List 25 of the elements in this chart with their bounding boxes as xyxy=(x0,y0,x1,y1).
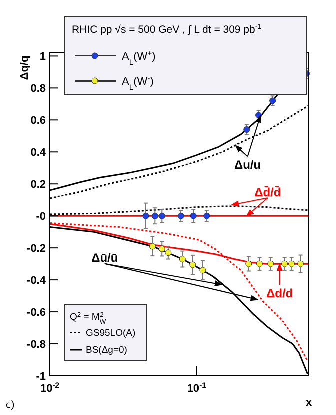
y-tick-label: -1 xyxy=(36,370,46,383)
annotation: Δd̄/d̄ xyxy=(254,185,282,200)
y-tick-label: -0 xyxy=(36,210,46,223)
annotation: GS95LO(A) xyxy=(86,328,136,339)
y-axis-title: Δq/q xyxy=(19,56,31,80)
y-tick-label: -0.6 xyxy=(27,306,46,319)
x-tick-label: 10$^{-1}$ xyxy=(187,380,208,395)
annotation: Δū/ū xyxy=(92,251,118,266)
annotation: BS(Δg=0) xyxy=(86,345,128,356)
y-tick-label: 0.4 xyxy=(30,146,47,159)
chart-title: RHIC pp √s = 500 GeV , ∫ L dt = 309 pb$^{-1}$ xyxy=(72,22,262,36)
x-axis-title: x xyxy=(306,397,313,409)
y-tick-label: -0.4 xyxy=(27,274,47,287)
legend-label: A$_{L}$(W$^{+}$) xyxy=(122,48,156,66)
y-tick-label: -0.8 xyxy=(27,338,46,351)
y-tick-label: 0.6 xyxy=(30,115,46,128)
text: c) xyxy=(6,399,15,411)
y-tick-label: 1 xyxy=(40,51,46,64)
x-tick-label: 10$^{-2}$ xyxy=(40,380,60,395)
legend-label: A$_{L}$(W$^{-}$) xyxy=(122,74,154,92)
annotation: Δd/d xyxy=(266,286,294,300)
y-tick-label: 0.2 xyxy=(30,178,46,191)
annotation: Δu/u xyxy=(234,158,262,172)
y-tick-label: -0.2 xyxy=(27,242,46,255)
y-tick-label: 0.8 xyxy=(30,83,46,96)
